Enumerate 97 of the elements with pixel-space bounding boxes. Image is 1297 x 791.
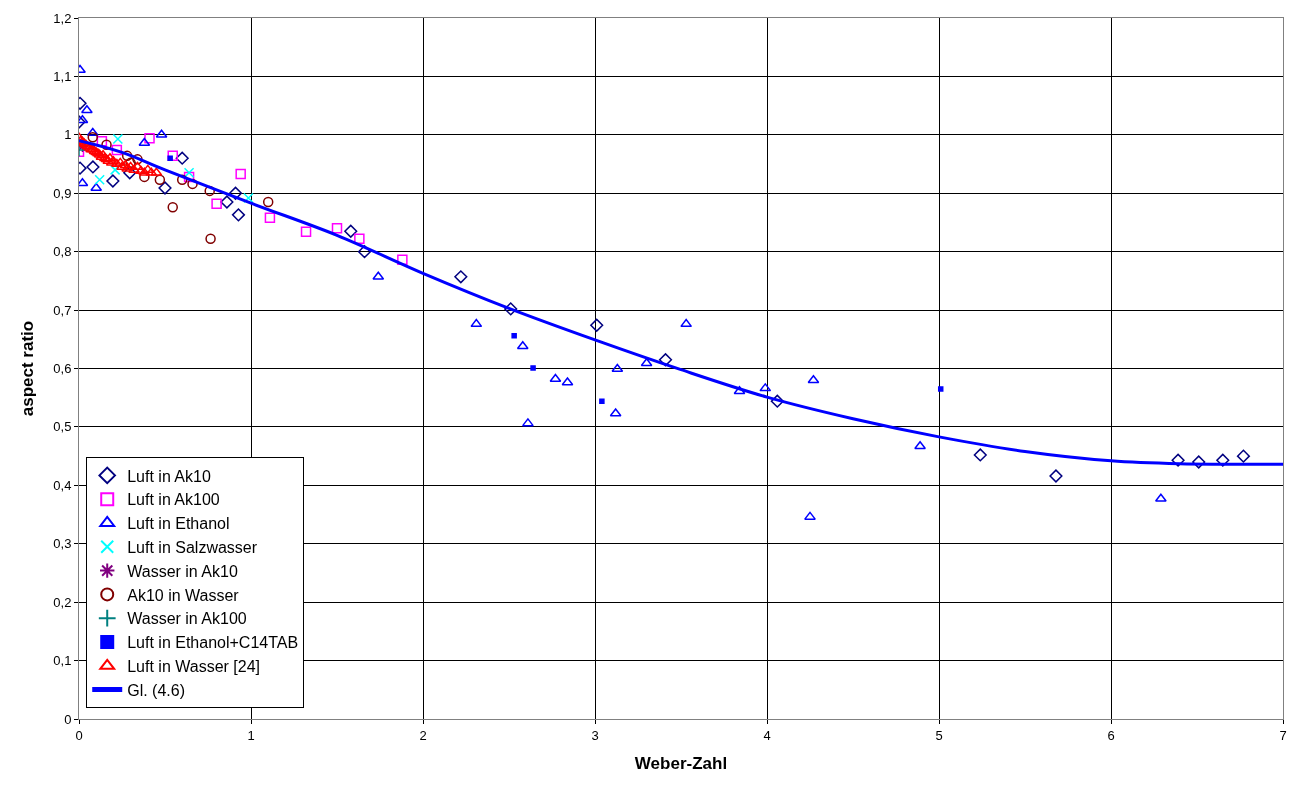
point: [205, 233, 216, 245]
x-tick-label: 0: [75, 727, 83, 743]
y-tick-label: 0,9: [53, 185, 72, 201]
legend-label: Wasser in Ak100: [127, 610, 247, 628]
point: [397, 254, 408, 266]
y-tick-label: 1: [64, 127, 72, 143]
point: [331, 223, 343, 234]
point: [264, 212, 276, 224]
point: [119, 159, 132, 169]
point: [94, 174, 105, 186]
point: [504, 302, 518, 316]
legend-label: Luft in Ethanol: [127, 515, 230, 533]
point: [211, 198, 222, 210]
legend-label: Ak10 in Wasser: [127, 586, 240, 604]
point: [101, 139, 112, 151]
legend-label: Gl. (4.6): [127, 681, 186, 699]
point: [187, 178, 198, 190]
point: [167, 202, 178, 213]
y-tick-label: 0,5: [53, 419, 72, 435]
legend-label: Luft in Salzwasser: [127, 539, 258, 557]
point: [228, 186, 243, 200]
y-tick-label: 0: [64, 711, 72, 727]
point: [300, 226, 312, 238]
legend-label: Luft in Wasser [24]: [127, 658, 261, 676]
point: [470, 318, 483, 328]
x-axis-title: Weber-Zahl: [634, 754, 728, 773]
point: [176, 174, 188, 186]
point: [1192, 455, 1206, 469]
x-tick-label: 3: [591, 727, 599, 743]
y-tick-label: 1,2: [53, 10, 72, 26]
y-tick-label: 0,2: [53, 594, 72, 610]
x-tick-label: 6: [1107, 727, 1115, 743]
point: [138, 137, 151, 147]
point: [262, 196, 274, 208]
point: [511, 333, 517, 339]
point: [111, 144, 123, 156]
point: [125, 157, 136, 169]
point: [106, 174, 120, 188]
legend-label: Luft in Ak10: [127, 467, 211, 485]
y-tick-label: 0,1: [53, 653, 72, 669]
y-tick-label: 0,7: [53, 302, 72, 318]
y-tick-label: 0,8: [53, 244, 72, 260]
point: [804, 511, 816, 520]
point: [235, 168, 246, 180]
legend-label: Luft in Ak100: [127, 491, 220, 509]
point: [1049, 469, 1063, 483]
legend-label: Wasser in Ak10: [127, 562, 238, 580]
point: [116, 161, 128, 170]
point: [973, 448, 987, 462]
x-tick-label: 1: [247, 727, 255, 743]
point: [357, 245, 372, 259]
x-tick-label: 7: [1279, 727, 1287, 743]
y-tick-label: 0,3: [53, 536, 72, 552]
y-tick-label: 0,6: [53, 361, 72, 377]
point: [1236, 449, 1251, 463]
point: [914, 440, 927, 450]
point: [243, 192, 254, 204]
point: [807, 374, 820, 384]
x-tick-label: 4: [763, 727, 771, 743]
y-tick-label: 0,4: [53, 477, 72, 493]
point: [354, 233, 365, 245]
point: [154, 174, 166, 186]
point: [167, 150, 178, 162]
point: [530, 365, 536, 371]
y-tick-label: 1,1: [53, 68, 72, 84]
point: [220, 195, 234, 209]
point: [112, 133, 124, 145]
point: [175, 151, 189, 165]
point: [96, 136, 108, 147]
point: [549, 373, 562, 383]
y-axis-title: aspect ratio: [17, 320, 37, 417]
point: [590, 318, 604, 332]
point: [344, 224, 358, 238]
legend-label: Luft in Ethanol+C14TAB: [127, 634, 299, 652]
point: [680, 318, 693, 328]
point: [454, 270, 468, 284]
point: [109, 164, 121, 176]
point: [183, 167, 195, 179]
point: [158, 181, 172, 195]
point: [231, 208, 246, 222]
point: [599, 398, 605, 404]
point: [86, 160, 100, 174]
point: [937, 386, 944, 392]
point: [144, 133, 155, 144]
point: [770, 394, 784, 408]
point: [611, 363, 624, 373]
point: [134, 165, 147, 175]
point: [1216, 453, 1230, 467]
point: [1171, 453, 1185, 467]
point: [128, 164, 140, 173]
x-tick-label: 5: [935, 727, 943, 743]
point: [86, 127, 99, 137]
point: [132, 154, 143, 165]
point: [87, 131, 99, 143]
x-tick-label: 2: [419, 727, 427, 743]
point: [658, 353, 673, 367]
point: [121, 150, 133, 162]
